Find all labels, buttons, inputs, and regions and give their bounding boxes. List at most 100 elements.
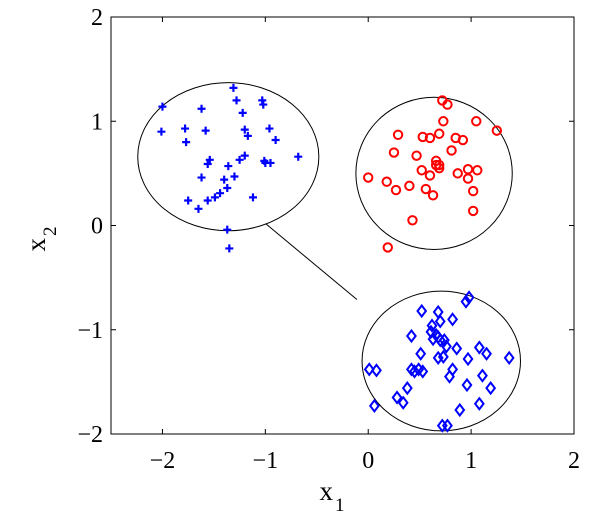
x-axis-label-subscript: 1: [335, 495, 345, 516]
diamond-marker: [444, 369, 455, 384]
diamond-marker: [391, 390, 403, 405]
x-axis-label: x: [320, 476, 334, 506]
circle-marker: [416, 165, 427, 176]
circle-marker: [442, 99, 453, 110]
circle-marker: [363, 172, 374, 183]
plus-marker: [224, 162, 233, 171]
x-tick-label: −2: [150, 448, 176, 474]
diamond-marker: [473, 396, 485, 411]
circle-marker: [404, 180, 415, 192]
diamond-marker: [503, 350, 515, 366]
x-tick-label: 2: [568, 448, 580, 474]
plus-marker: [271, 136, 280, 145]
plus-marker: [203, 159, 212, 168]
circle-marker: [420, 183, 432, 195]
y-tick-label: 2: [91, 5, 103, 31]
y-axis-label-subscript: 2: [40, 227, 61, 237]
plus-marker: [223, 225, 232, 234]
diamond-marker: [476, 368, 488, 383]
connector-layer: [265, 223, 358, 300]
plus-marker: [194, 204, 203, 213]
plus-marker: [248, 193, 257, 202]
circle-marker: [471, 116, 482, 127]
diamond-marker: [401, 380, 413, 396]
circle-marker: [430, 159, 442, 171]
plus-marker: [238, 108, 247, 117]
circle-marker: [407, 215, 418, 226]
plus-marker: [225, 244, 234, 253]
diamond-marker: [426, 318, 438, 333]
plus-marker: [230, 172, 239, 181]
plus-marker: [157, 127, 166, 136]
plus-marker: [197, 104, 206, 113]
diamond-marker: [363, 362, 375, 377]
circle-marker: [452, 168, 463, 179]
diamond-marker: [432, 350, 444, 366]
plus-marker: [265, 124, 274, 133]
plus-marker: [182, 138, 191, 147]
data-markers: [157, 83, 515, 433]
diamond-marker: [473, 340, 485, 355]
plus-marker: [243, 131, 252, 140]
circle-marker: [467, 205, 479, 217]
diamond-marker: [397, 395, 409, 410]
circle-marker: [467, 185, 479, 197]
plus-marker: [258, 96, 267, 105]
plus-marker: [197, 173, 206, 182]
circle-marker: [390, 184, 402, 196]
diamond-marker: [405, 328, 417, 344]
diamond-marker: [416, 303, 428, 319]
y-tick-label: −1: [77, 318, 103, 344]
plus-marker: [232, 96, 241, 105]
diamond-marker: [417, 364, 429, 379]
diamond-marker: [434, 314, 446, 329]
diamond-marker: [440, 339, 452, 354]
circle-marker: [462, 173, 474, 184]
plus-marker: [216, 189, 225, 198]
circle-marker: [457, 134, 469, 146]
circle-marker: [424, 170, 436, 181]
plus-marker: [184, 196, 193, 205]
diamond-marker: [462, 351, 474, 367]
y-axis-label-group: x 2: [21, 227, 61, 252]
cluster-circle-1: [137, 82, 320, 232]
diamond-marker: [438, 333, 450, 348]
diamond-marker: [454, 402, 466, 418]
diamond-marker: [481, 346, 493, 361]
plus-marker: [205, 155, 214, 164]
plus-marker: [201, 126, 210, 135]
axes: −2 −1 0 1 2 −2 −1 0 1 2: [77, 5, 580, 474]
circle-marker: [438, 116, 449, 127]
diamond-marker: [441, 418, 453, 433]
circle-marker: [491, 125, 503, 136]
plus-marker: [158, 102, 167, 111]
diamond-marker: [451, 341, 463, 356]
plus-marker: [223, 183, 232, 192]
y-tick-label: −2: [77, 422, 103, 448]
y-axis-label: x: [21, 238, 51, 252]
circle-marker: [424, 132, 436, 144]
circle-marker: [417, 131, 428, 143]
circle-marker: [446, 145, 457, 156]
diamond-marker: [485, 380, 497, 396]
circle-marker: [434, 159, 445, 171]
circle-marker: [411, 150, 422, 161]
circle-marker: [472, 165, 483, 176]
diamond-marker: [370, 363, 382, 378]
plus-marker: [266, 158, 275, 167]
x-tick-label: 0: [362, 448, 374, 474]
circle-marker: [434, 128, 445, 139]
plus-marker: [181, 124, 190, 133]
plus-marker: [220, 175, 229, 184]
plus-marker: [210, 193, 219, 202]
circle-marker: [382, 242, 393, 253]
plus-marker: [235, 155, 244, 164]
diamond-marker: [415, 346, 427, 361]
y-tick-label: 0: [91, 214, 103, 240]
diamond-marker: [368, 398, 380, 414]
circle-marker: [427, 190, 439, 201]
y-tick-label: 1: [91, 109, 103, 135]
connector-line: [265, 223, 358, 300]
plus-marker: [229, 83, 238, 92]
circle-marker: [388, 147, 400, 158]
